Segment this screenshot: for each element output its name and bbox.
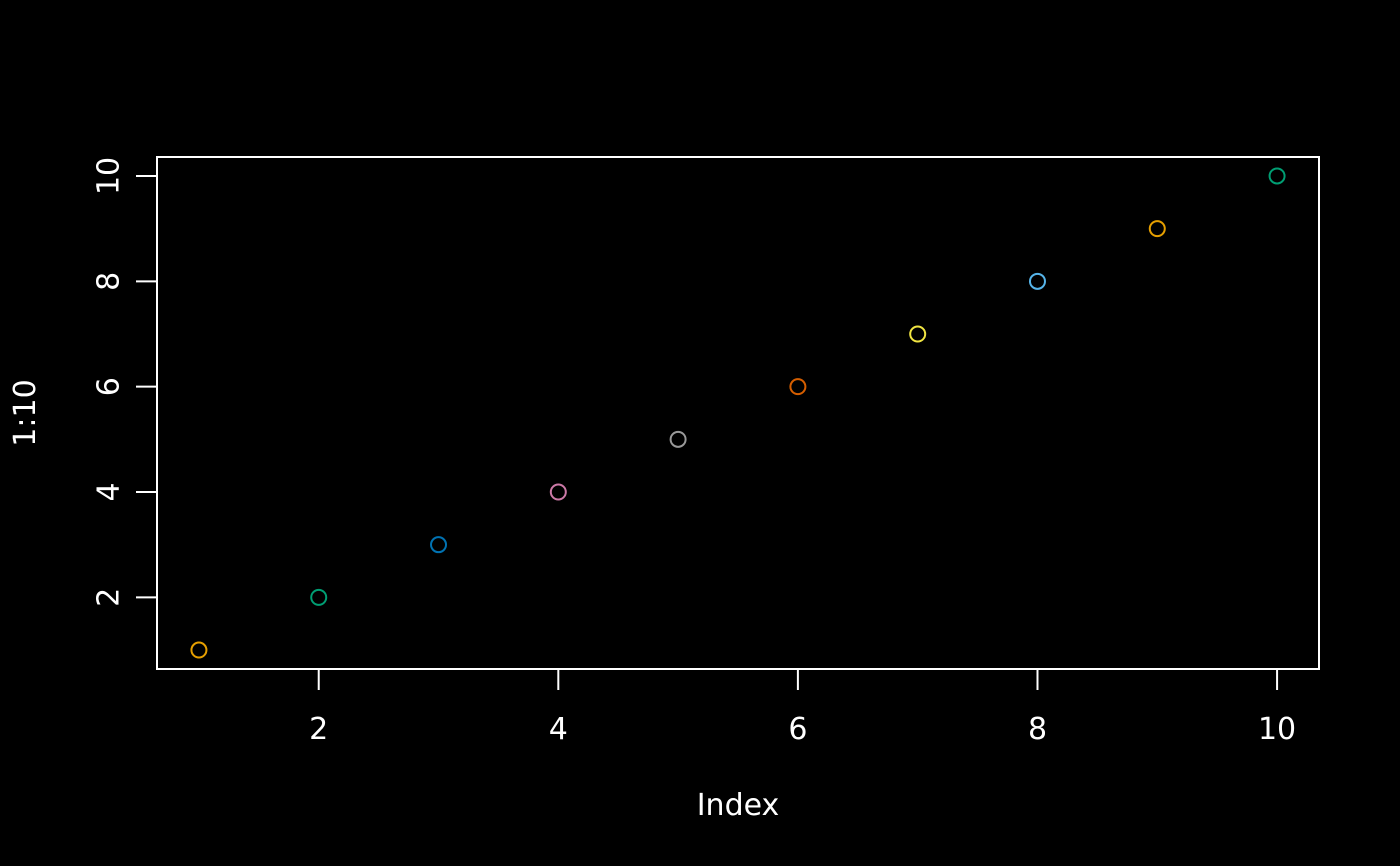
data-point [1028, 272, 1046, 290]
x-tick-label: 8 [1028, 712, 1047, 747]
y-tick-label: 2 [92, 588, 127, 607]
x-axis-label: Index [697, 788, 780, 823]
data-point [1268, 167, 1286, 185]
x-tick-label: 2 [309, 712, 328, 747]
y-axis: 2 4 6 8 10 [92, 157, 158, 607]
y-tick-label: 4 [92, 482, 127, 501]
data-point [310, 588, 328, 606]
data-point [909, 325, 927, 343]
x-axis: 2 4 6 8 10 [309, 668, 1296, 747]
x-tick-label: 6 [788, 712, 807, 747]
data-point [190, 641, 208, 659]
x-tick-label: 4 [549, 712, 568, 747]
y-tick-label: 6 [92, 377, 127, 396]
data-points [190, 167, 1286, 659]
plot-frame [156, 156, 1320, 670]
x-tick-label: 10 [1258, 712, 1296, 747]
y-tick-label: 8 [92, 272, 127, 291]
data-point [669, 430, 687, 448]
y-tick-label: 10 [92, 157, 127, 195]
data-point [430, 536, 448, 554]
y-axis-label: 1:10 [8, 379, 43, 446]
data-point [789, 378, 807, 396]
data-point [549, 483, 567, 501]
data-point [1148, 220, 1166, 238]
